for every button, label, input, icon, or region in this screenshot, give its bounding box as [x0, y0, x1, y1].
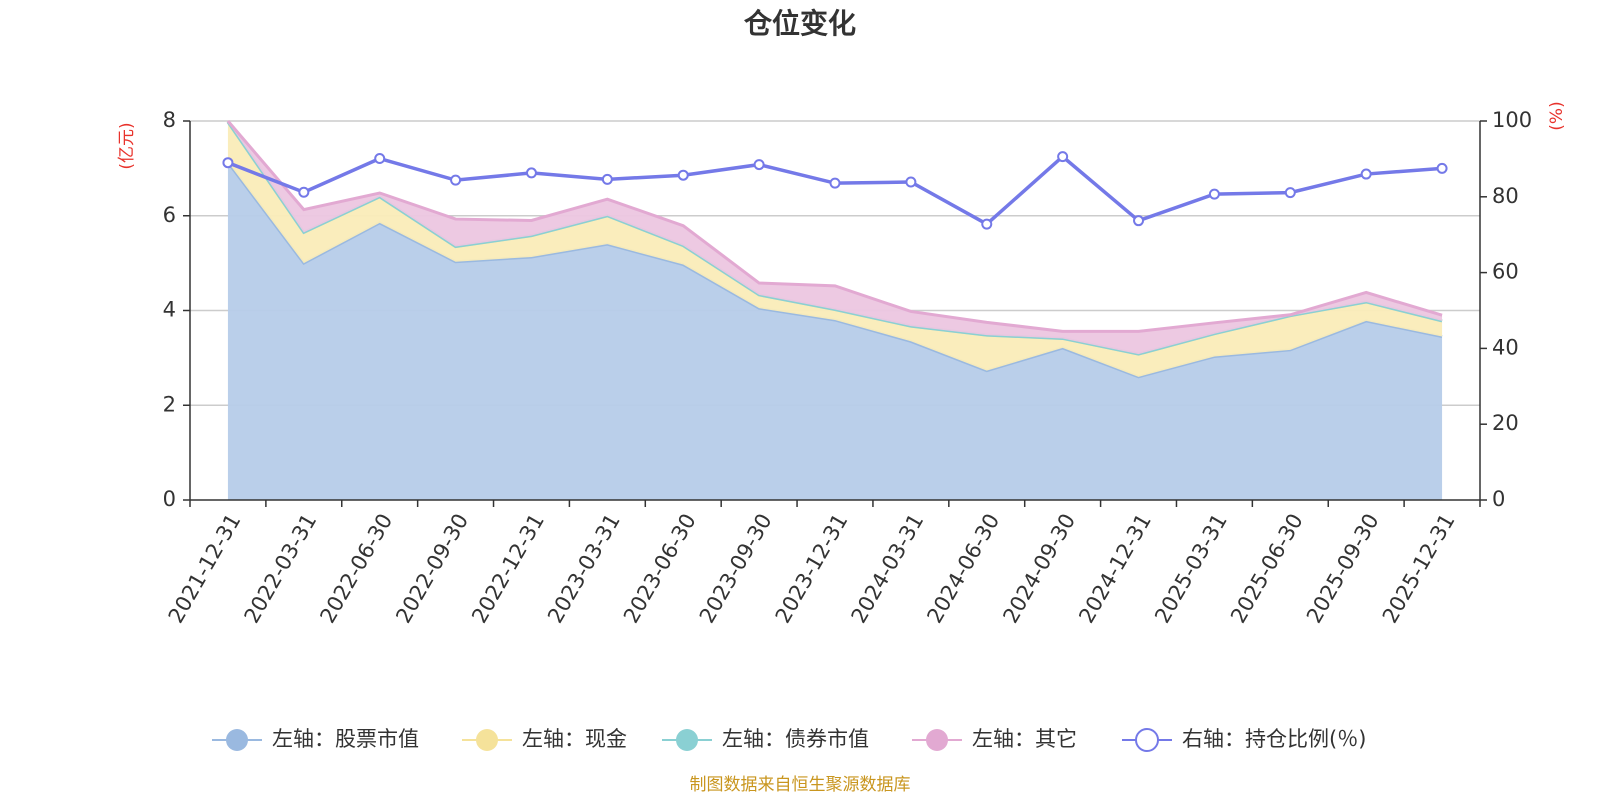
position-ratio-point[interactable] — [829, 177, 841, 189]
area-series — [226, 120, 1443, 500]
area-series-4 — [227, 121, 1443, 355]
right-tick-label: 80 — [1492, 184, 1519, 208]
position-ratio-point[interactable] — [298, 186, 310, 198]
chart-title: 仓位变化 — [744, 7, 856, 40]
area-series-2 — [227, 121, 1443, 377]
right-tick-label: 100 — [1492, 108, 1532, 132]
position-ratio-point[interactable] — [1208, 188, 1220, 200]
legend-label: 右轴：持仓比例(％) — [1182, 727, 1366, 751]
position-ratio-point[interactable] — [1133, 215, 1145, 227]
legend-item[interactable]: 左轴：债券市值 — [662, 727, 869, 751]
position-ratio-point[interactable] — [1057, 151, 1069, 163]
left-tick-label: 0 — [163, 487, 176, 511]
axes — [183, 120, 1487, 507]
area-series-1 — [227, 162, 1443, 500]
x-tick-label: 2021-12-31 — [164, 510, 246, 628]
left-tick-label: 2 — [163, 392, 176, 416]
right-axis-unit: (%) — [1547, 101, 1567, 130]
position-ratio-point[interactable] — [222, 157, 234, 169]
right-tick-label: 20 — [1492, 411, 1519, 435]
x-tick-label: 2024-06-30 — [922, 509, 1004, 627]
legend-label: 左轴：其它 — [972, 727, 1077, 751]
legend[interactable]: 左轴：股票市值 左轴：现金 左轴：债券市值 左轴：其它 右轴：持仓比例(％) — [212, 727, 1366, 752]
legend-marker — [226, 729, 248, 751]
x-tick-label: 2023-03-31 — [543, 510, 625, 628]
legend-item[interactable]: 左轴：其它 — [912, 727, 1077, 751]
position-ratio-point[interactable] — [374, 153, 386, 165]
source-note: 制图数据来自恒生聚源数据库 — [690, 775, 911, 795]
position-ratio-point[interactable] — [753, 159, 765, 171]
left-tick-label: 6 — [163, 203, 176, 227]
x-tick-label: 2024-12-31 — [1074, 510, 1156, 628]
right-tick-label: 60 — [1492, 260, 1519, 284]
right-tick-label: 40 — [1492, 335, 1519, 359]
x-tick-label: 2022-03-31 — [240, 510, 322, 628]
left-tick-label: 4 — [163, 298, 176, 322]
area-edge-4 — [226, 120, 1443, 333]
position-ratio-point[interactable] — [601, 173, 613, 185]
x-tick-label: 2025-06-30 — [1226, 510, 1308, 628]
position-ratio-point[interactable] — [1360, 168, 1372, 180]
x-tick-label: 2023-06-30 — [619, 510, 701, 628]
x-tick-label: 2025-09-30 — [1302, 510, 1384, 628]
left-tick-label: 8 — [163, 108, 176, 132]
legend-label: 左轴：股票市值 — [272, 727, 419, 751]
line-series — [222, 151, 1448, 230]
position-ratio-point[interactable] — [1284, 187, 1296, 199]
legend-item[interactable]: 左轴：股票市值 — [212, 727, 419, 751]
left-axis-unit: (亿元) — [117, 122, 137, 169]
position-ratio-point[interactable] — [450, 174, 462, 186]
position-ratio-point[interactable] — [525, 167, 537, 179]
legend-label: 左轴：债券市值 — [722, 727, 869, 751]
x-tick-label: 2025-03-31 — [1150, 510, 1232, 628]
legend-marker — [676, 729, 698, 751]
x-tick-label: 2023-09-30 — [695, 510, 777, 628]
x-tick-label: 2022-06-30 — [315, 510, 397, 628]
legend-marker — [1135, 728, 1159, 752]
legend-item[interactable]: 右轴：持仓比例(％) — [1122, 727, 1366, 752]
position-ratio-point[interactable] — [1436, 162, 1448, 174]
x-tick-label: 2025-12-31 — [1378, 510, 1460, 628]
legend-label: 左轴：现金 — [522, 727, 627, 751]
x-tick-label: 2024-09-30 — [998, 510, 1080, 628]
position-ratio-point[interactable] — [905, 176, 917, 188]
position-ratio-point[interactable] — [677, 169, 689, 181]
legend-marker — [926, 729, 948, 751]
legend-item[interactable]: 左轴：现金 — [462, 727, 627, 751]
x-tick-label: 2023-12-31 — [771, 510, 853, 628]
right-tick-label: 0 — [1492, 487, 1505, 511]
position-ratio-point[interactable] — [981, 218, 993, 230]
legend-marker — [476, 729, 498, 751]
x-tick-label: 2024-03-31 — [847, 510, 929, 628]
x-tick-label: 2022-12-31 — [467, 510, 549, 628]
x-tick-label: 2022-09-30 — [391, 510, 473, 628]
